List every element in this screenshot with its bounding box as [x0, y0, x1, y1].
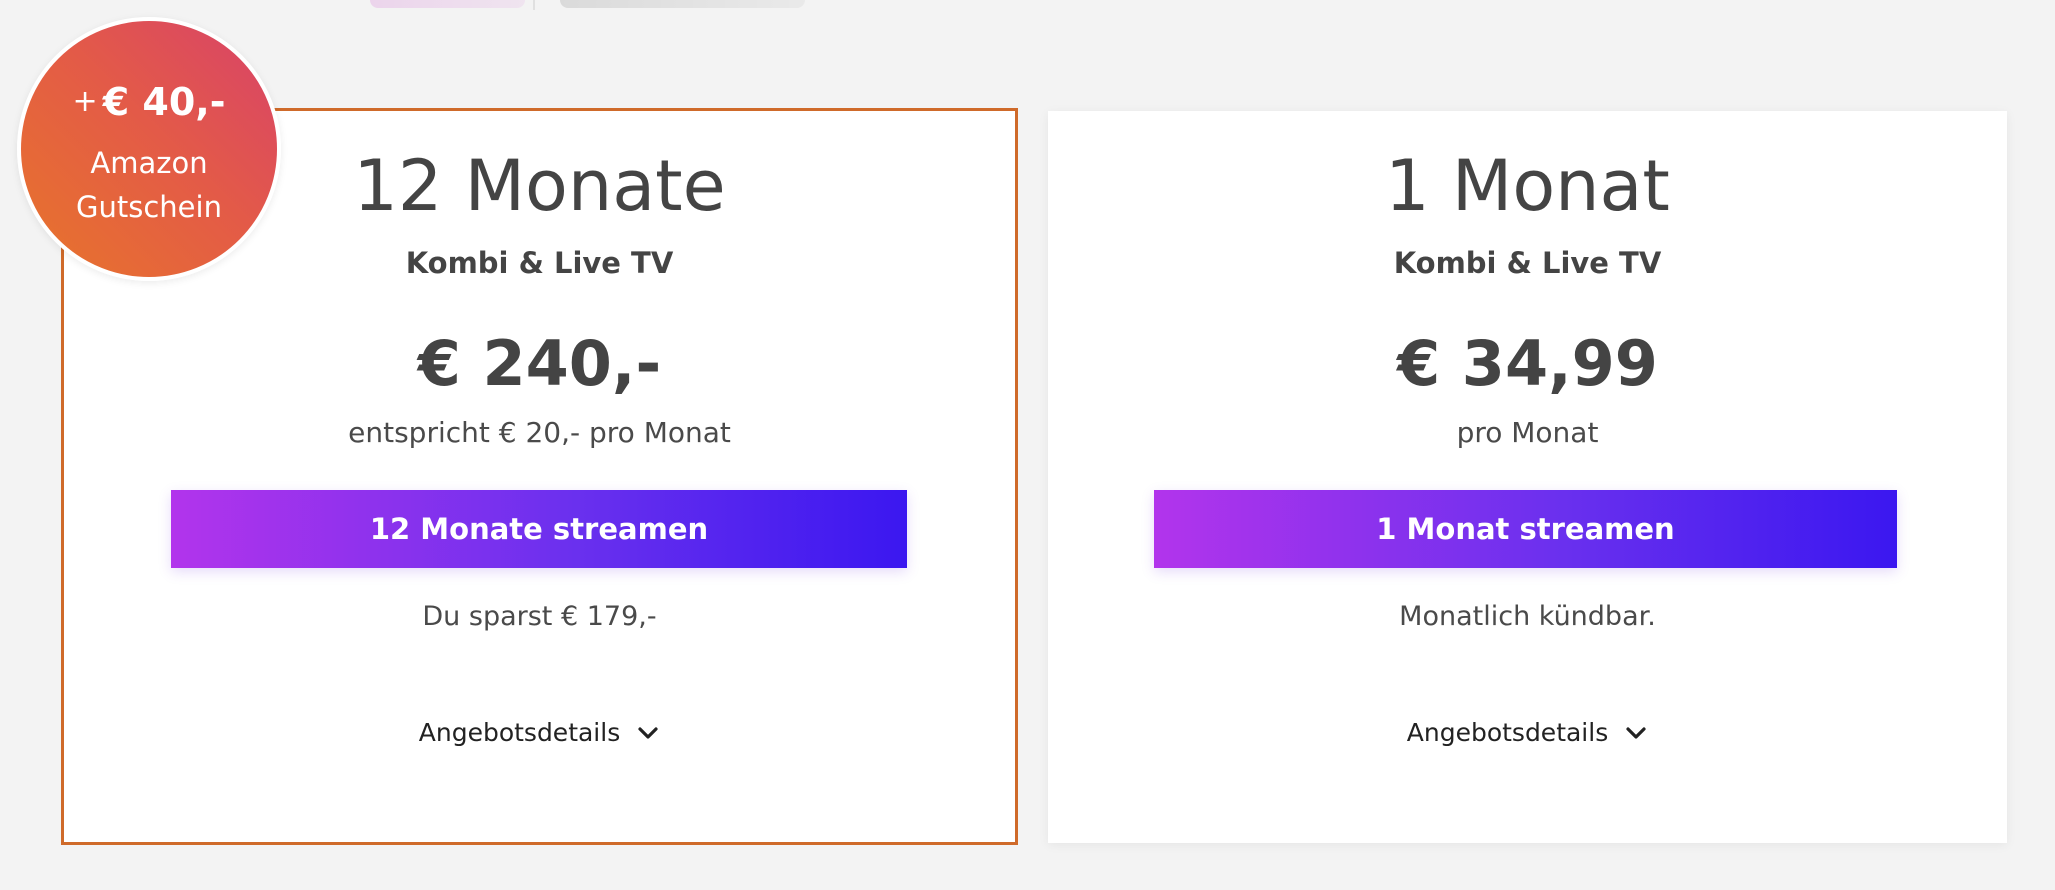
offer-details-toggle[interactable]: Angebotsdetails: [64, 718, 1015, 747]
badge-value: € 40,-: [102, 80, 226, 124]
stream-1-month-button[interactable]: 1 Monat streamen: [1154, 490, 1897, 568]
offer-price-note: entspricht € 20,- pro Monat: [348, 416, 731, 449]
badge-line-voucher: Gutschein: [76, 190, 222, 224]
tab-divider: [533, 0, 535, 10]
offer-details-label: Angebotsdetails: [418, 718, 621, 747]
stream-12-months-button[interactable]: 12 Monate streamen: [171, 490, 907, 568]
offer-details-label: Angebotsdetails: [1406, 718, 1609, 747]
chevron-down-icon: [1626, 726, 1646, 739]
badge-line-amazon: Amazon: [90, 146, 208, 180]
offer-plan: Kombi & Live TV: [405, 246, 674, 280]
offer-plan: Kombi & Live TV: [1393, 246, 1662, 280]
offer-card-12-months: 12 Monate Kombi & Live TV € 240,- entspr…: [61, 108, 1018, 845]
chevron-down-icon: [638, 726, 658, 739]
offer-price: € 240,-: [417, 327, 662, 400]
top-tab-inactive[interactable]: [560, 0, 805, 8]
offer-duration: 1 Monat: [1385, 145, 1670, 227]
badge-amount: + € 40,-: [21, 83, 277, 121]
top-tab-active[interactable]: [370, 0, 525, 8]
offer-card-1-month: 1 Monat Kombi & Live TV € 34,99 pro Mona…: [1048, 111, 2007, 843]
offer-cancel-note: Monatlich kündbar.: [1399, 601, 1656, 632]
amazon-voucher-badge: + € 40,- Amazon Gutschein: [17, 17, 281, 281]
offer-savings-note: Du sparst € 179,-: [422, 601, 657, 632]
offer-price: € 34,99: [1397, 327, 1658, 400]
offer-details-toggle[interactable]: Angebotsdetails: [1048, 718, 2007, 747]
badge-plus: +: [72, 84, 98, 119]
offer-price-note: pro Monat: [1456, 416, 1599, 449]
offer-duration: 12 Monate: [353, 145, 726, 227]
